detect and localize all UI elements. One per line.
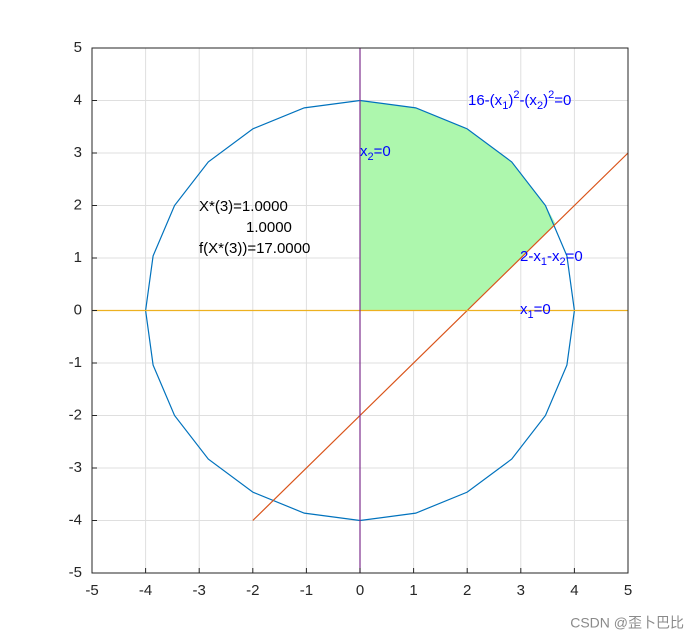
annotation-text: x bbox=[360, 143, 368, 160]
annotation-text: =0 bbox=[554, 92, 571, 109]
y-tick-label: 0 bbox=[74, 301, 82, 318]
annotation-text: =0 bbox=[534, 301, 551, 318]
annotation-text: f(X*(3))=17.0000 bbox=[199, 240, 310, 257]
annotation: f(X*(3))=17.0000 bbox=[199, 240, 310, 257]
annotation: 1.0000 bbox=[246, 219, 292, 236]
x-tick-label: 4 bbox=[570, 582, 578, 599]
annotation: x1=0 bbox=[520, 301, 551, 321]
x-tick-label: 0 bbox=[356, 582, 364, 599]
y-tick-label: -2 bbox=[69, 406, 82, 423]
x-tick-label: -4 bbox=[139, 582, 152, 599]
annotation-text: ) bbox=[543, 92, 548, 109]
y-tick-label: 4 bbox=[74, 91, 82, 108]
line bbox=[252, 152, 629, 521]
annotation-text: x bbox=[520, 301, 528, 318]
annotation-text: 2 bbox=[548, 89, 554, 101]
y-tick-label: 2 bbox=[74, 196, 82, 213]
annotation-text: 16-(x bbox=[468, 92, 503, 109]
x-tick-label: 3 bbox=[517, 582, 525, 599]
annotation-text: 2 bbox=[513, 89, 519, 101]
annotation-text: 1 bbox=[541, 256, 547, 268]
x-tick-label: 1 bbox=[409, 582, 417, 599]
x-tick-label: -2 bbox=[246, 582, 259, 599]
annotation-text: =0 bbox=[566, 248, 583, 265]
y-tick-label: 5 bbox=[74, 39, 82, 56]
annotation-text: 2 bbox=[559, 256, 565, 268]
y-tick-label: 3 bbox=[74, 144, 82, 161]
x-tick-label: -3 bbox=[193, 582, 206, 599]
annotation-text: 2-x bbox=[520, 248, 541, 265]
annotation-text: 1 bbox=[528, 309, 534, 321]
x-tick-label: -5 bbox=[85, 582, 98, 599]
y-tick-label: -5 bbox=[69, 564, 82, 581]
annotation-text: 2 bbox=[537, 100, 543, 112]
annotation: X*(3)=1.0000 bbox=[199, 198, 288, 215]
annotation-text: ) bbox=[508, 92, 513, 109]
x-tick-label: 5 bbox=[624, 582, 632, 599]
annotation: 2-x1-x2=0 bbox=[520, 248, 583, 268]
y-tick-label: -3 bbox=[69, 459, 82, 476]
x-tick-label: -1 bbox=[300, 582, 313, 599]
plot-data bbox=[92, 48, 629, 573]
y-tick-label: -4 bbox=[69, 511, 82, 528]
annotation-text: X*(3)=1.0000 bbox=[199, 198, 288, 215]
annotation-text: -(x bbox=[519, 92, 537, 109]
annotation-text: 2 bbox=[368, 151, 374, 163]
annotation-text: 1 bbox=[502, 100, 508, 112]
feasible-region bbox=[360, 100, 556, 311]
annotation-text: =0 bbox=[374, 143, 391, 160]
annotations: 16-(x1)2-(x2)2=0x2=02-x1-x2=0x1=0X*(3)=1… bbox=[199, 89, 583, 321]
y-tick-label: 1 bbox=[74, 249, 82, 266]
annotation: x2=0 bbox=[360, 143, 391, 163]
x-tick-label: 2 bbox=[463, 582, 471, 599]
annotation-text: 1.0000 bbox=[246, 219, 292, 236]
y-tick-label: -1 bbox=[69, 354, 82, 371]
annotation: 16-(x1)2-(x2)2=0 bbox=[468, 89, 571, 112]
watermark: CSDN @歪卜巴比 bbox=[570, 615, 684, 631]
annotation-text: -x bbox=[547, 248, 560, 265]
